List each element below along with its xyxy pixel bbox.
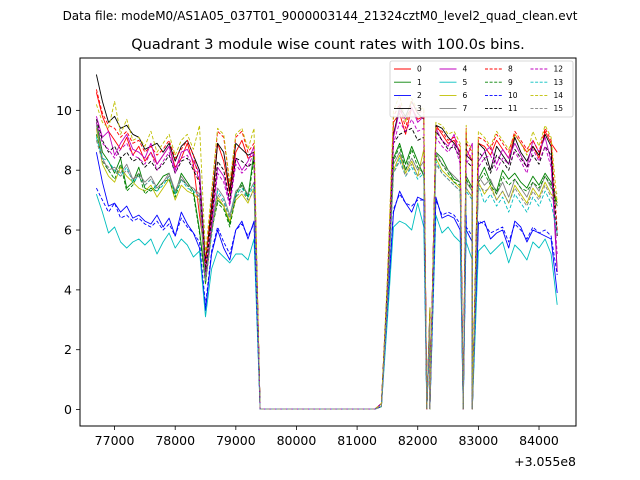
series-line-6 [95,128,558,410]
x-axis-offset-label: +3.055e8 [514,454,576,469]
series-line-4 [95,106,558,410]
figure-suptitle: Data file: modeM0/AS1A05_037T01_90000031… [63,9,578,23]
legend-label-8: 8 [508,65,513,74]
series-line-12 [95,118,558,410]
x-tick-label: 78000 [155,433,195,448]
series-lines [95,74,558,410]
series-line-5 [95,193,558,410]
y-tick-label: 0 [64,402,72,417]
legend-label-7: 7 [463,104,468,113]
x-tick-label: 81000 [337,433,377,448]
y-tick-label: 2 [64,342,72,357]
x-tick-label: 84000 [519,433,559,448]
x-tick-label: 77000 [95,433,135,448]
y-tick-label: 4 [64,282,72,297]
series-line-10 [95,187,558,410]
x-tick-label: 82000 [398,433,438,448]
series-line-15 [95,140,558,410]
x-tick-label: 80000 [277,433,317,448]
legend-label-15: 15 [554,104,564,113]
series-line-13 [95,137,558,410]
legend-label-11: 11 [508,104,518,113]
axes-frame [79,57,577,427]
y-tick-label: 8 [64,163,72,178]
chart-title: Quadrant 3 module wise count rates with … [131,37,525,53]
y-axis: 0 2 4 6 8 10 [56,103,80,417]
legend-label-13: 13 [554,78,564,87]
series-line-11 [95,119,558,410]
x-tick-label: 79000 [216,433,256,448]
legend-label-0: 0 [417,65,422,74]
legend-box [389,60,574,118]
legend-label-14: 14 [554,91,564,100]
legend-label-4: 4 [463,65,468,74]
legend-label-12: 12 [554,65,564,74]
legend-label-9: 9 [508,78,513,87]
y-tick-label: 6 [64,223,72,238]
series-line-8 [95,89,558,410]
x-tick-label: 83000 [458,433,498,448]
legend-label-5: 5 [463,78,468,87]
legend-label-2: 2 [417,91,422,100]
y-tick-label: 10 [56,103,72,118]
series-line-9 [95,134,558,410]
legend-label-10: 10 [508,91,518,100]
x-axis: 77000 78000 79000 80000 81000 82000 83000 84000 [95,426,559,448]
legend-label-1: 1 [417,78,422,87]
legend-label-3: 3 [417,104,422,113]
legend-label-6: 6 [463,91,468,100]
